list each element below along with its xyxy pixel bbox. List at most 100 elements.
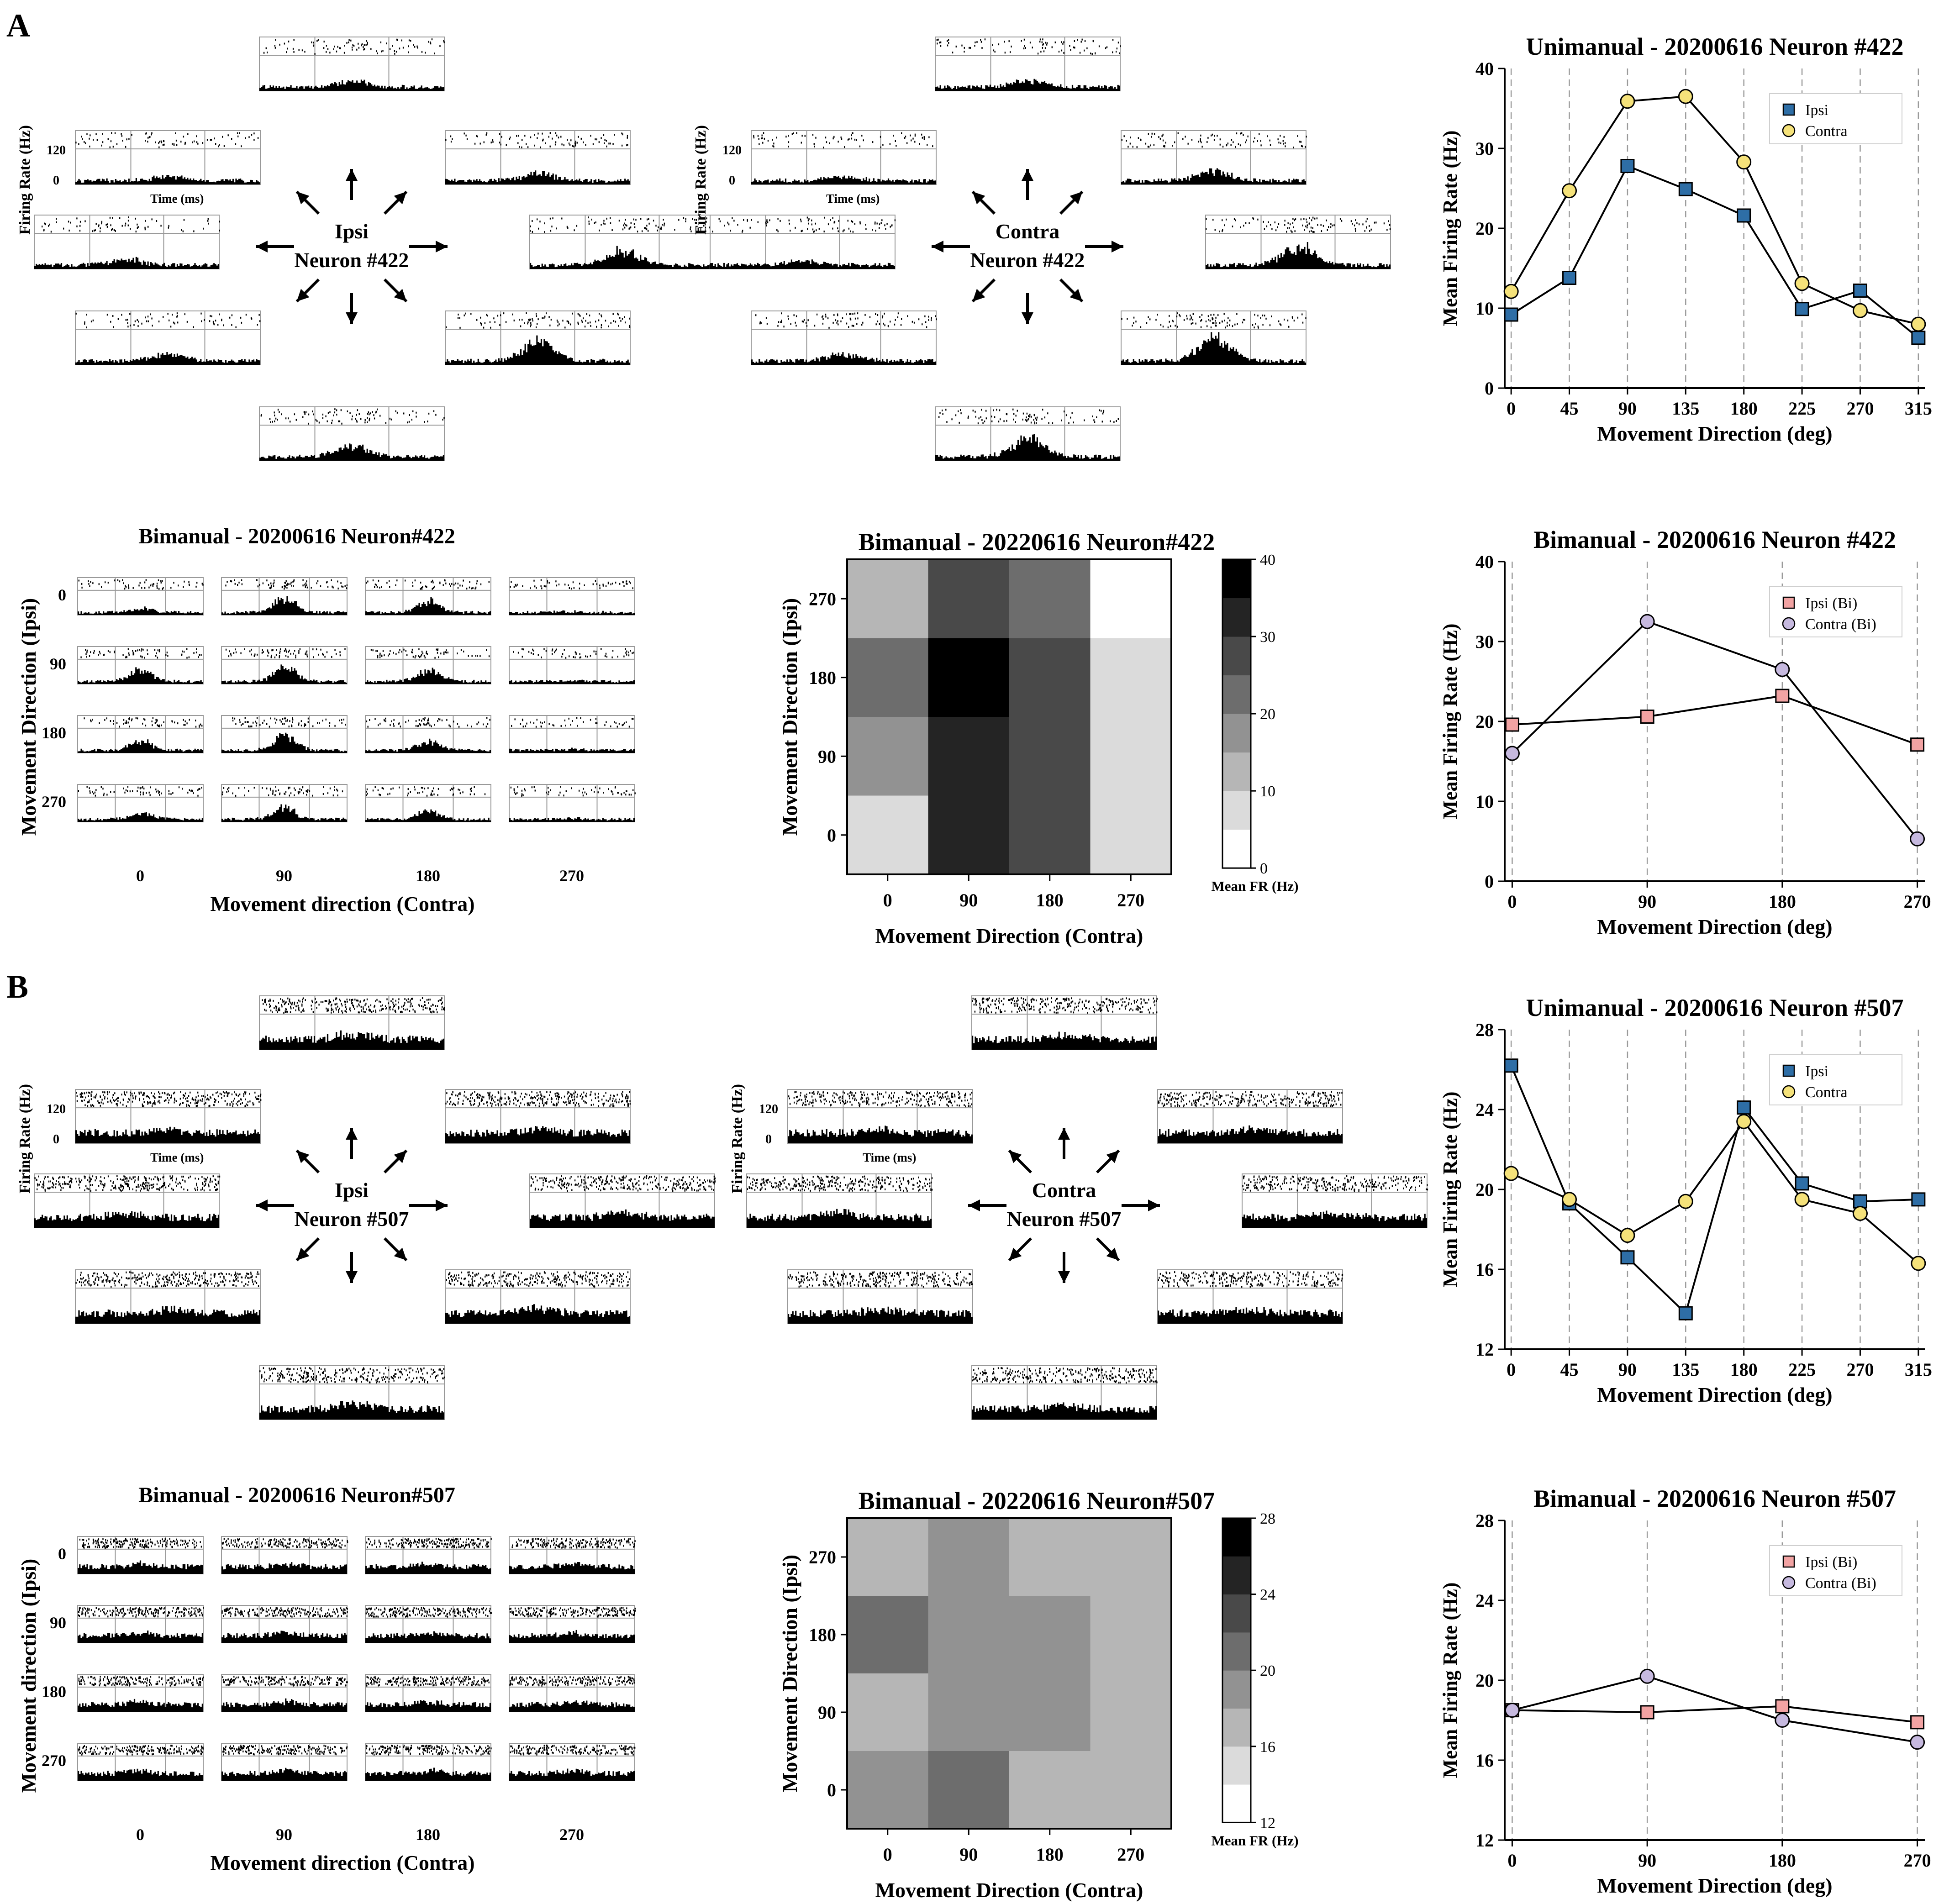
scale-top-label: 120 xyxy=(759,1102,778,1116)
scale-top-label: 120 xyxy=(47,1102,66,1116)
raster-frame xyxy=(509,577,635,615)
grid-row-tick: 0 xyxy=(58,586,66,604)
spike-ticks xyxy=(225,648,346,658)
psth-histogram xyxy=(509,1562,635,1574)
x-axis-label: Movement Direction (deg) xyxy=(1597,1383,1832,1406)
y-tick-label: 28 xyxy=(1475,1020,1494,1040)
x-tick-label: 90 xyxy=(959,1844,978,1865)
psth-histogram xyxy=(78,1768,203,1781)
grid-cell-0-2 xyxy=(365,1536,492,1574)
spike-ticks xyxy=(78,1676,204,1687)
colorbar-segment xyxy=(1222,675,1251,714)
psth-histogram xyxy=(751,175,936,184)
time-axis-label: Time (ms) xyxy=(826,192,880,205)
psth-histogram xyxy=(509,1768,635,1781)
grid-row-tick: 90 xyxy=(50,655,66,673)
heatmap-cell xyxy=(1090,1596,1172,1674)
colorbar-segment xyxy=(1222,1784,1251,1823)
psth-histogram xyxy=(445,170,630,184)
grid-cell-3-0 xyxy=(77,1743,204,1781)
legend-entry: Ipsi (Bi) xyxy=(1805,595,1857,612)
grid-cell-2-1 xyxy=(221,1674,348,1712)
line-chart-B-bimanual: Bimanual - 20200616 Neuron #507 0 90 180 270… xyxy=(1439,1485,1931,1897)
spike-ticks xyxy=(222,1676,348,1687)
spike-ticks xyxy=(1158,1091,1343,1108)
spike-ticks xyxy=(530,1175,716,1192)
heatmap-cell xyxy=(847,1751,928,1829)
time-axis-label: Time (ms) xyxy=(863,1151,916,1164)
direction-arrow-head xyxy=(256,1199,268,1211)
raster-dir-4 xyxy=(746,1173,933,1228)
psth-histogram xyxy=(78,1630,203,1643)
grid-row-tick: 90 xyxy=(50,1614,66,1632)
heatmap-cell xyxy=(1009,795,1091,875)
direction-arrow-head xyxy=(296,289,310,302)
y-tick-label: 10 xyxy=(1475,791,1494,812)
raster-dir-5 xyxy=(787,1269,973,1324)
raster-dir-6 xyxy=(259,1365,445,1420)
colorbar-segment xyxy=(1222,1556,1251,1595)
spike-ticks xyxy=(80,648,202,659)
direction-arrow-head xyxy=(296,1247,310,1261)
x-tick-label: 270 xyxy=(1904,891,1931,912)
grid-cell-2-1 xyxy=(221,715,348,753)
grid-cell-3-3 xyxy=(509,784,636,822)
y-tick-label: 40 xyxy=(1475,552,1494,572)
series-line-0 xyxy=(1512,694,1918,746)
raster-dir-1 xyxy=(445,130,631,185)
raster-grid-title: Bimanual - 20200616 Neuron#507 xyxy=(138,1483,455,1507)
raster-dir-3 xyxy=(75,1089,262,1144)
direction-arrow-head xyxy=(1058,1271,1070,1283)
raster-frame xyxy=(751,130,937,185)
spike-ticks xyxy=(78,1607,204,1618)
raster-dir-0 xyxy=(529,215,715,269)
y-tick-label: 270 xyxy=(809,1547,836,1567)
spike-ticks xyxy=(225,579,348,590)
y-tick-label: 20 xyxy=(1475,1670,1494,1691)
heatmap-cell xyxy=(928,1751,1010,1829)
psth-histogram xyxy=(365,1767,491,1781)
psth-histogram xyxy=(710,259,895,269)
colorbar-label: Mean FR (Hz) xyxy=(1211,1832,1298,1848)
chart-title: Bimanual - 20200616 Neuron #507 xyxy=(1533,1485,1896,1512)
legend-marker xyxy=(1782,1064,1795,1077)
data-point-circle xyxy=(1620,1228,1635,1243)
x-tick-label: 180 xyxy=(1730,398,1758,419)
psth-histogram xyxy=(365,1631,491,1643)
raster-dir-0 xyxy=(529,1173,716,1228)
heatmap-cell xyxy=(928,1596,1010,1674)
y-tick-label: 0 xyxy=(1485,378,1494,399)
grid-xlabel: Movement direction (Contra) xyxy=(210,1851,474,1874)
psth-histogram xyxy=(78,606,203,615)
psth-histogram xyxy=(221,732,347,753)
grid-col-tick: 0 xyxy=(136,867,144,885)
x-tick-label: 270 xyxy=(1846,398,1874,419)
spike-ticks xyxy=(366,1745,492,1756)
direction-arrow-head xyxy=(1112,241,1123,252)
grid-cell-2-3 xyxy=(509,715,635,753)
scale-bottom-label: 0 xyxy=(53,174,59,188)
spike-ticks xyxy=(365,1607,492,1618)
grid-col-tick: 270 xyxy=(559,867,584,885)
x-tick-label: 315 xyxy=(1905,398,1932,419)
heatmap-title: Bimanual - 20220616 Neuron#507 xyxy=(859,1487,1215,1515)
direction-arrow-head xyxy=(296,1150,310,1163)
raster-grid-title: Bimanual - 20200616 Neuron#422 xyxy=(138,524,455,548)
x-tick-label: 90 xyxy=(959,890,978,910)
spike-ticks xyxy=(1158,1271,1343,1288)
spike-ticks xyxy=(366,1538,492,1549)
x-tick-label: 270 xyxy=(1904,1850,1931,1871)
legend-marker xyxy=(1782,103,1795,116)
line-chart-B-unimanual: Unimanual - 20200616 Neuron #507 0 45 90 135… xyxy=(1439,994,1932,1406)
direction-arrow-head xyxy=(1069,191,1083,205)
raster-dir-4 xyxy=(34,1173,221,1228)
psth-histogram xyxy=(935,434,1120,461)
psth-histogram xyxy=(75,1126,260,1143)
direction-arrow-head xyxy=(1148,1199,1160,1211)
colorbar-segment xyxy=(1222,1632,1251,1671)
raster-dir-7 xyxy=(445,310,631,365)
heatmap-cell xyxy=(1009,1518,1091,1596)
heatmap-cell xyxy=(847,795,928,875)
direction-arrow-head xyxy=(932,241,943,252)
